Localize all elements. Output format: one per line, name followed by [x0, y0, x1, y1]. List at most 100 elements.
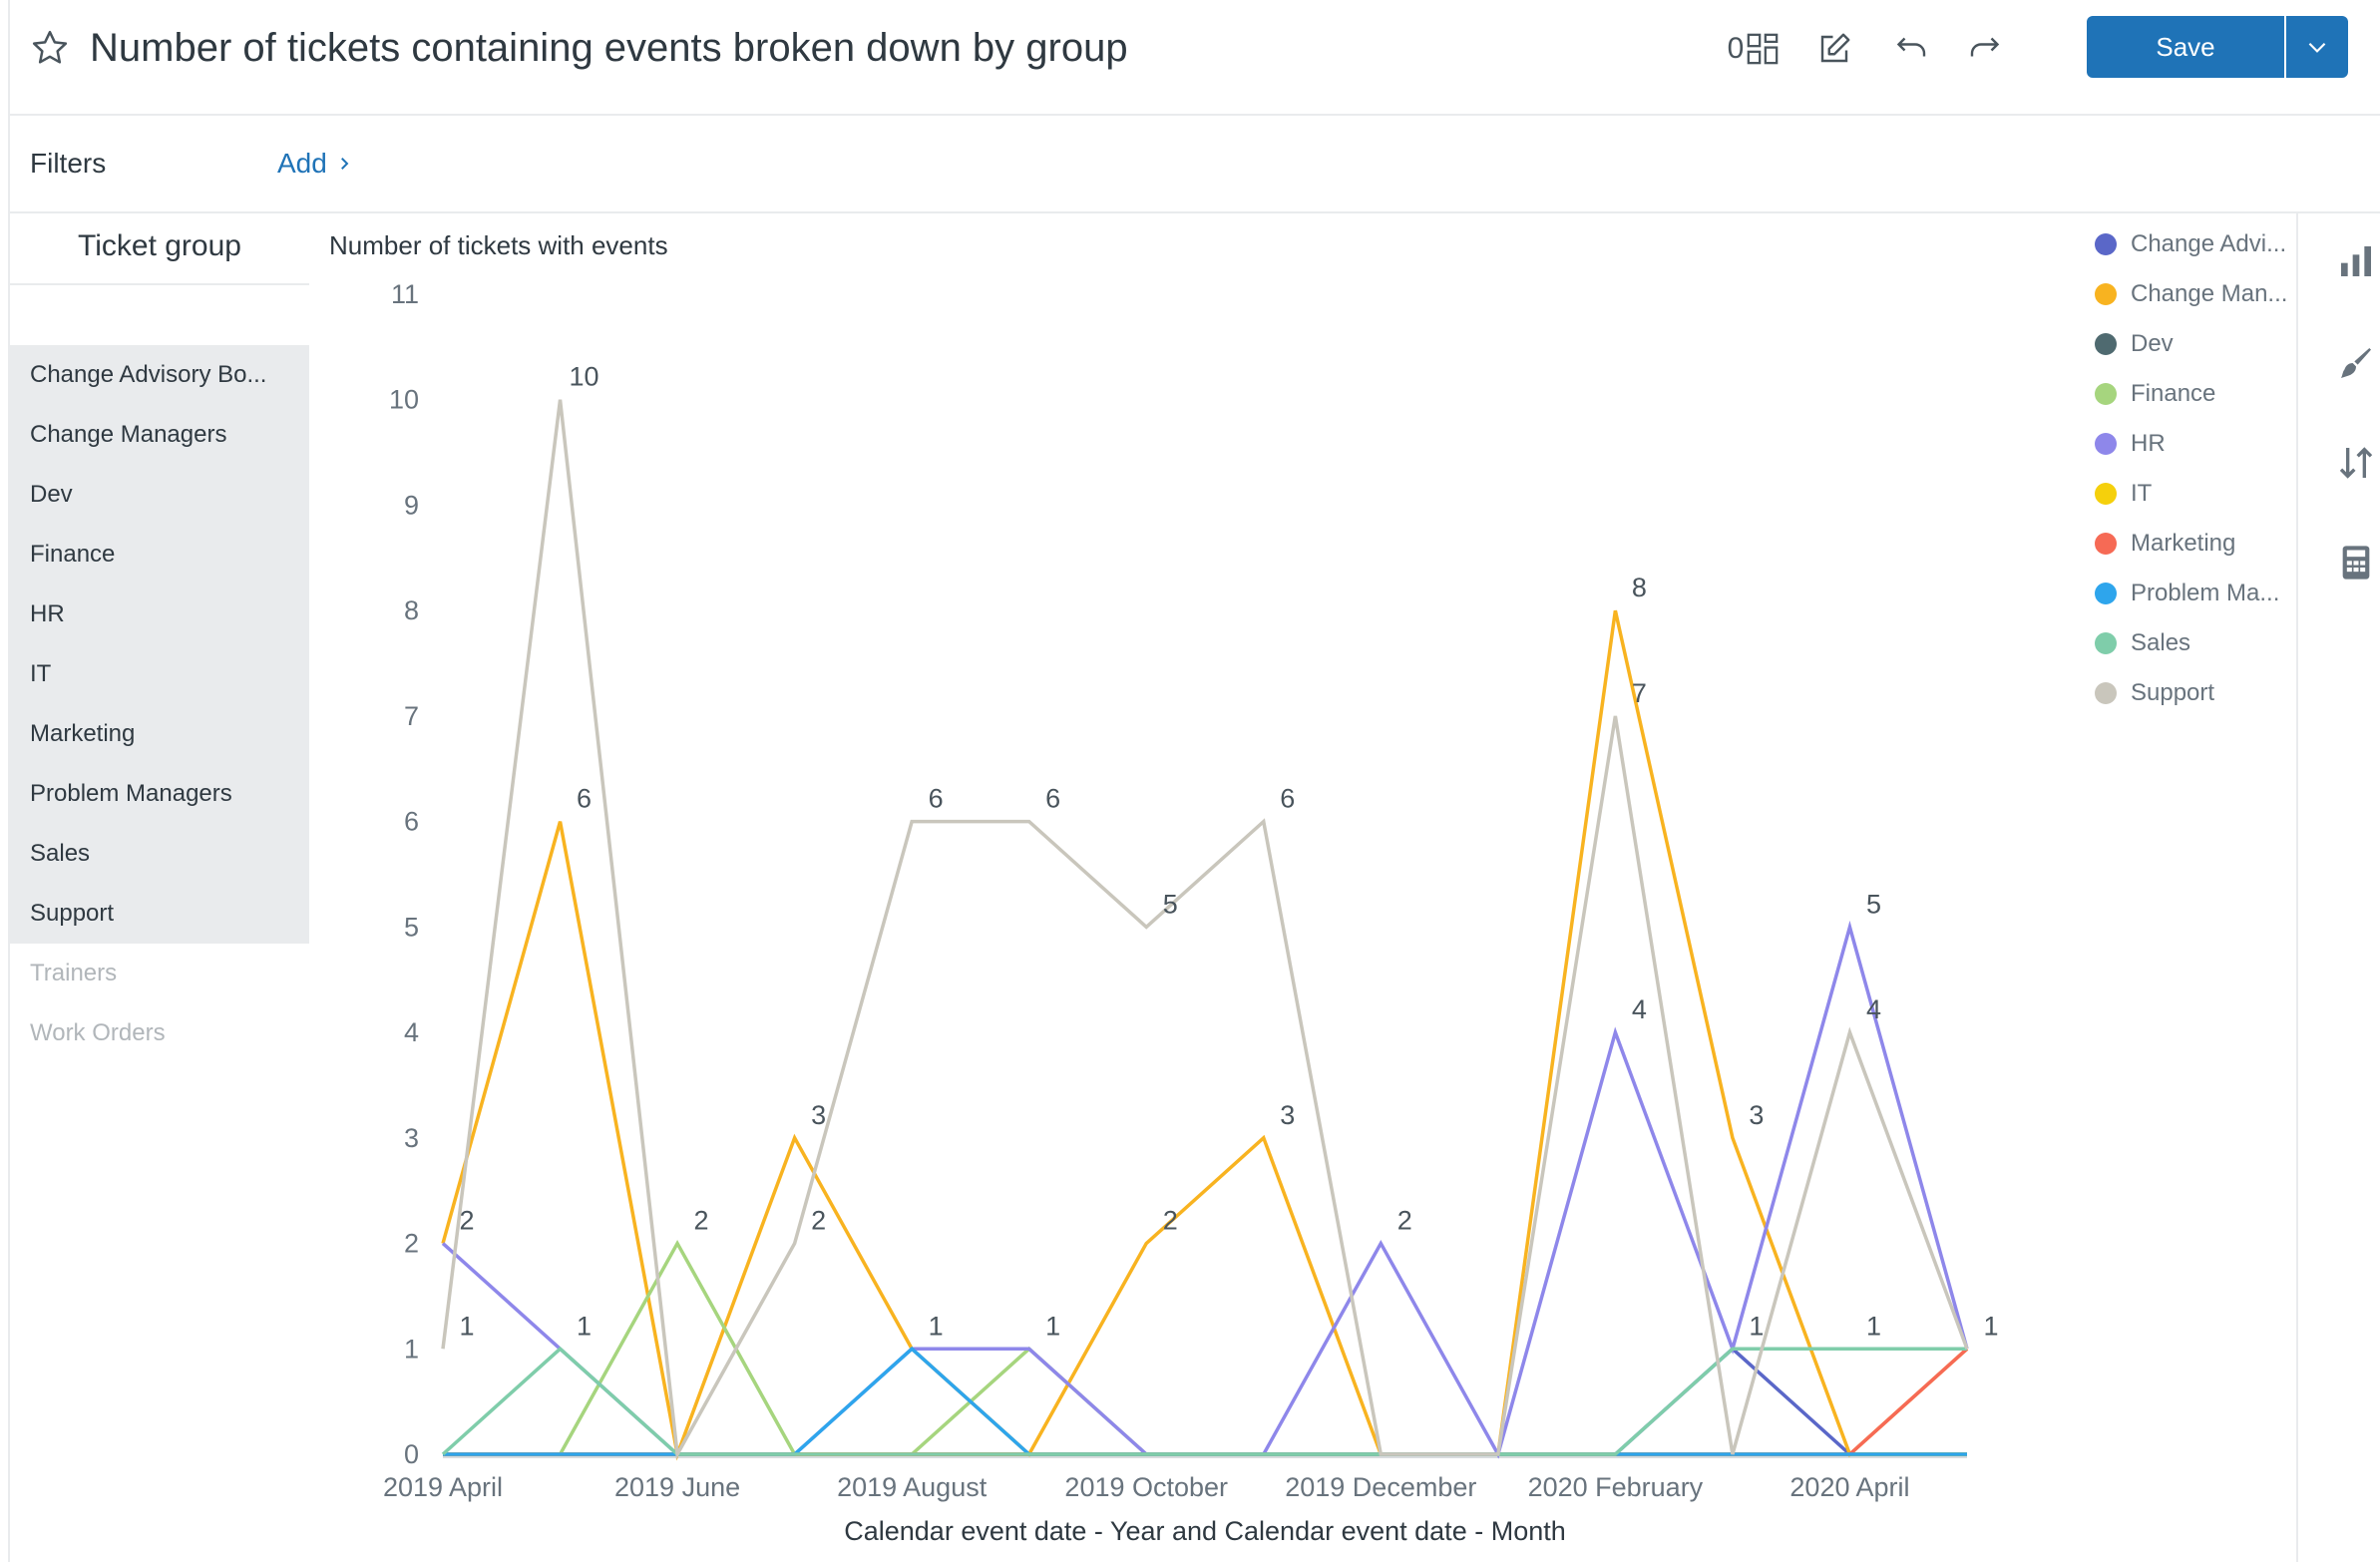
- page-title: Number of tickets containing events brok…: [90, 26, 1128, 70]
- data-label: 2: [1397, 1206, 1412, 1236]
- data-label: 6: [1280, 784, 1295, 814]
- legend-item[interactable]: HR: [2095, 419, 2304, 469]
- ticket-group-item[interactable]: Marketing: [10, 704, 309, 764]
- brush-icon[interactable]: [2336, 343, 2376, 383]
- legend-swatch: [2095, 533, 2117, 555]
- legend-swatch: [2095, 583, 2117, 604]
- y-tick-label: 9: [404, 490, 419, 520]
- legend-item[interactable]: IT: [2095, 469, 2304, 519]
- line-chart: Number of tickets with events 0 1 2 3 4 5 6 7 8 9 1…: [329, 230, 1999, 1546]
- data-label: 6: [577, 784, 592, 814]
- legend-label: Change Advi...: [2131, 230, 2287, 257]
- x-tick-label: 2019 June: [614, 1472, 740, 1502]
- data-label: 2: [811, 1206, 826, 1236]
- data-label: 1: [1749, 1311, 1764, 1341]
- ticket-group-list: Change Advisory Bo... Change Managers Dev F…: [10, 345, 309, 1063]
- y-tick-label: 10: [389, 385, 419, 415]
- data-label: 10: [570, 362, 599, 392]
- data-label: 1: [577, 1311, 592, 1341]
- sort-icon[interactable]: [2336, 443, 2376, 483]
- add-filter-label: Add: [277, 148, 327, 179]
- data-label: 6: [929, 784, 944, 814]
- add-filter-link[interactable]: Add: [277, 148, 353, 180]
- legend-swatch: [2095, 682, 2117, 704]
- data-label: 6: [1045, 784, 1060, 814]
- ticket-group-item[interactable]: Work Orders: [30, 1019, 166, 1046]
- data-label: 1: [929, 1311, 944, 1341]
- legend-swatch: [2095, 632, 2117, 654]
- y-tick-label: 4: [404, 1017, 419, 1047]
- ticket-group-item[interactable]: Support: [10, 884, 309, 944]
- ticket-group-item[interactable]: Change Advisory Bo...: [10, 345, 309, 405]
- legend-label: Finance: [2131, 380, 2216, 407]
- undo-button[interactable]: [1889, 26, 1935, 72]
- legend-item[interactable]: Change Man...: [2095, 269, 2304, 319]
- legend-item[interactable]: Change Advi...: [2095, 219, 2304, 269]
- x-tick-label: 2019 December: [1285, 1472, 1476, 1502]
- panel-divider: [10, 283, 309, 285]
- legend-item[interactable]: Support: [2095, 668, 2304, 718]
- undo-icon: [1896, 37, 1926, 57]
- data-label: 7: [1632, 678, 1647, 708]
- data-label: 5: [1163, 889, 1178, 919]
- y-tick-label: 0: [404, 1439, 419, 1469]
- data-label: 1: [459, 1311, 474, 1341]
- legend-swatch: [2095, 333, 2117, 355]
- ticket-group-item[interactable]: HR: [10, 585, 309, 644]
- header-divider: [10, 114, 2380, 116]
- legend-item[interactable]: Marketing: [2095, 519, 2304, 569]
- ticket-group-item[interactable]: Trainers: [30, 960, 118, 986]
- legend-label: Problem Ma...: [2131, 580, 2280, 606]
- bar-chart-icon[interactable]: [2336, 241, 2376, 281]
- x-tick-label: 2019 August: [837, 1472, 988, 1502]
- ticket-group-item[interactable]: Change Managers: [10, 405, 309, 465]
- calculator-icon[interactable]: [2336, 543, 2376, 583]
- data-label: 3: [1280, 1100, 1295, 1130]
- x-tick-label: 2020 April: [1789, 1472, 1909, 1502]
- ticket-group-item[interactable]: Problem Managers: [10, 764, 309, 824]
- ticket-group-item[interactable]: Sales: [10, 824, 309, 884]
- legend-item[interactable]: Dev: [2095, 319, 2304, 369]
- ticket-group-item[interactable]: Dev: [10, 465, 309, 525]
- ticket-group-title: Ticket group: [78, 229, 241, 262]
- data-label: 3: [811, 1100, 826, 1130]
- y-tick-label: 6: [404, 807, 419, 837]
- legend-item[interactable]: Finance: [2095, 369, 2304, 419]
- redo-button[interactable]: [1961, 26, 2007, 72]
- ticket-group-item[interactable]: IT: [10, 644, 309, 704]
- legend-item[interactable]: Problem Ma...: [2095, 569, 2304, 618]
- save-options-button[interactable]: [2286, 16, 2348, 78]
- legend-label: Dev: [2131, 330, 2174, 357]
- edit-button[interactable]: [1811, 26, 1857, 72]
- left-edge: [8, 0, 10, 1562]
- legend-label: Support: [2131, 679, 2215, 706]
- y-tick-label: 8: [404, 595, 419, 625]
- widgets-icon: [1748, 33, 1779, 65]
- x-tick-label: 2020 February: [1528, 1472, 1704, 1502]
- star-icon[interactable]: [30, 28, 70, 68]
- widget-count: 0: [1727, 32, 1745, 65]
- filters-divider: [10, 211, 2380, 213]
- legend-swatch: [2095, 383, 2117, 405]
- series-line: [441, 609, 1969, 1461]
- filters-label: Filters: [30, 148, 107, 179]
- chevron-right-icon: [340, 158, 349, 170]
- data-label: 4: [1632, 994, 1647, 1024]
- save-button[interactable]: Save: [2087, 16, 2284, 78]
- data-label: 5: [1866, 889, 1881, 919]
- legend-swatch: [2095, 283, 2117, 305]
- right-panel-divider: [2296, 213, 2298, 1562]
- legend-label: Change Man...: [2131, 280, 2288, 307]
- data-label: 1: [1045, 1311, 1060, 1341]
- data-label: 3: [1749, 1100, 1764, 1130]
- data-label: 2: [1163, 1206, 1178, 1236]
- ticket-group-item[interactable]: Finance: [10, 525, 309, 585]
- y-tick-label: 2: [404, 1229, 419, 1259]
- legend-item[interactable]: Sales: [2095, 618, 2304, 668]
- x-axis-title: Calendar event date - Year and Calendar …: [844, 1516, 1566, 1546]
- redo-icon: [1970, 37, 2000, 57]
- legend-swatch: [2095, 233, 2117, 255]
- series-line: [441, 399, 1969, 1460]
- data-label: 8: [1632, 573, 1647, 602]
- widgets-button[interactable]: 0: [1724, 26, 1784, 72]
